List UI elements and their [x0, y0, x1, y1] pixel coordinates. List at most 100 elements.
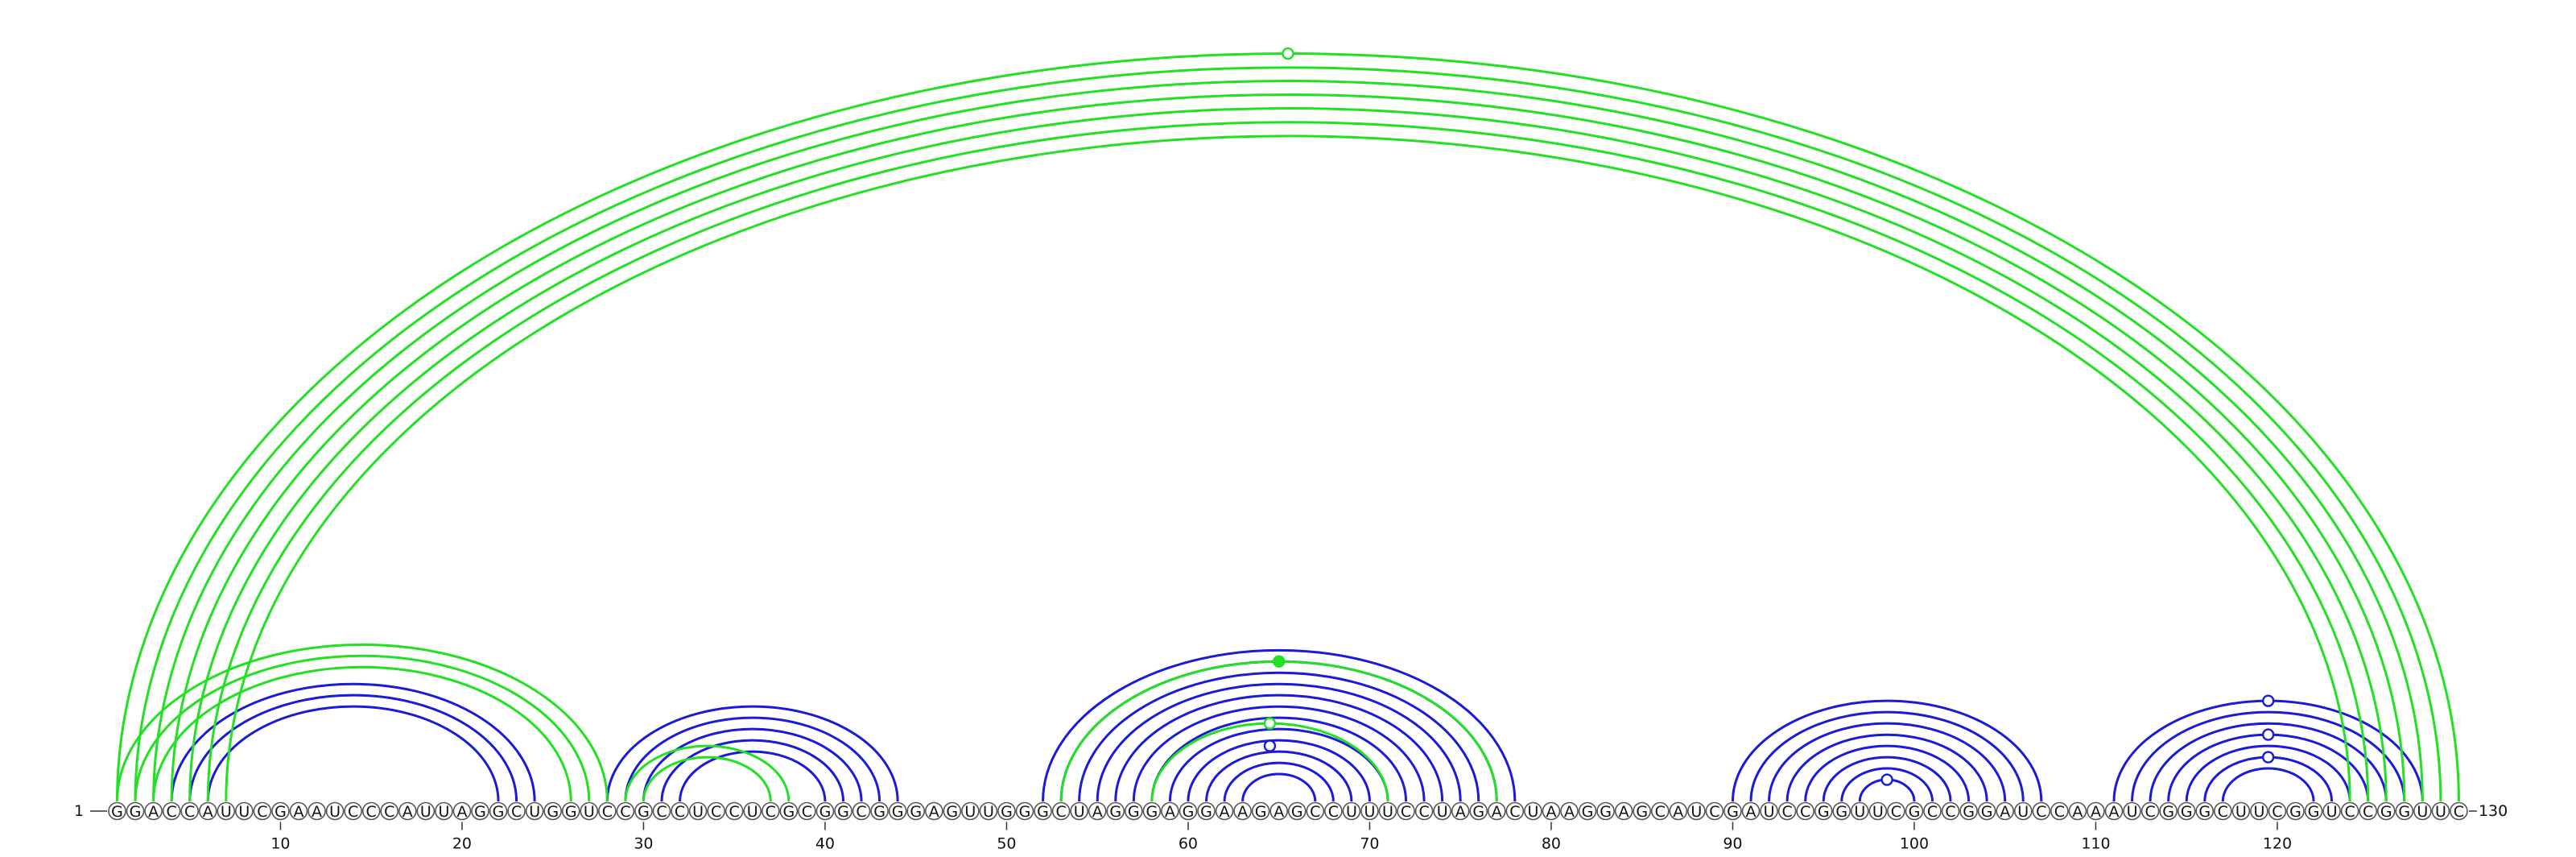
- nucleotide-circle: [2395, 801, 2414, 821]
- nucleotide-circle: [2376, 801, 2396, 821]
- nucleotide: C: [2032, 801, 2051, 821]
- blue-pair-arc: [2131, 710, 2406, 802]
- nucleotide: C: [1051, 801, 1071, 821]
- nucleotide-letter: C: [2036, 803, 2046, 821]
- nucleotide-circle: [416, 801, 436, 821]
- nucleotide: G: [561, 801, 580, 821]
- nucleotide-circle: [2250, 801, 2268, 821]
- nucleotide-circle: [743, 801, 762, 821]
- nucleotide-circle: [652, 801, 671, 821]
- nucleotide: A: [1560, 801, 1579, 821]
- tick-label: 70: [1360, 835, 1379, 853]
- nucleotide: U: [2431, 801, 2450, 821]
- nucleotide: G: [1106, 801, 1125, 821]
- nucleotide-circle: [525, 801, 544, 821]
- nucleotide-letter: G: [1255, 803, 1267, 821]
- nucleotide-letter: U: [1364, 803, 1375, 821]
- nucleotide-letter: C: [2345, 803, 2355, 821]
- nucleotide-letter: A: [1746, 803, 1757, 821]
- nucleotide: U: [2250, 801, 2268, 821]
- nucleotide: U: [1070, 801, 1088, 821]
- nucleotide-letter: U: [2017, 803, 2029, 821]
- nucleotide-letter: A: [1546, 803, 1556, 821]
- nucleotide-letter: A: [1220, 803, 1230, 821]
- nucleotide-circle: [344, 801, 362, 821]
- nucleotide: A: [1233, 801, 1252, 821]
- nucleotide-letter: U: [692, 803, 704, 821]
- nucleotide-letter: C: [1509, 803, 1520, 821]
- blue-pair-arc: [188, 693, 518, 802]
- nucleotide: G: [997, 801, 1016, 821]
- nucleotide: G: [1832, 801, 1852, 821]
- blue-pair-arc: [1241, 772, 1317, 802]
- nucleotide: G: [2395, 801, 2414, 821]
- nucleotide: C: [2268, 801, 2287, 821]
- nucleotide-letter: C: [1781, 803, 1792, 821]
- tick-label: 100: [1900, 835, 1929, 853]
- blue-pair-arc: [170, 682, 536, 802]
- nucleotide: G: [870, 801, 889, 821]
- nucleotide-letter: A: [1165, 803, 1175, 821]
- nucleotide-circle: [1088, 801, 1107, 821]
- nucleotide: A: [398, 801, 417, 821]
- blue-pair-marker: [1880, 773, 1893, 786]
- blue-pair-arc: [679, 750, 827, 802]
- nucleotide: C: [162, 801, 181, 821]
- nucleotide: U: [2123, 801, 2141, 821]
- tick-label: 120: [2263, 835, 2292, 853]
- nucleotide-circle: [2087, 801, 2105, 821]
- nucleotide: C: [598, 801, 617, 821]
- nucleotide-letter: G: [2398, 803, 2410, 821]
- nucleotide: G: [471, 801, 489, 821]
- nucleotide-circle: [1070, 801, 1088, 821]
- blue-pair-arc: [605, 705, 899, 802]
- nucleotide-circle: [126, 801, 145, 821]
- nucleotide-letter: C: [602, 803, 613, 821]
- blue-pair-arc: [2185, 744, 2351, 802]
- nucleotide-letter: A: [1492, 803, 1502, 821]
- nucleotide-circle: [1287, 801, 1307, 821]
- nucleotide: C: [798, 801, 816, 821]
- nucleotide-circle: [1469, 801, 1488, 821]
- nucleotide: C: [1324, 801, 1343, 821]
- nucleotide: G: [1724, 801, 1742, 821]
- nucleotide: C: [253, 801, 272, 821]
- nucleotide-circle: [1705, 801, 1724, 821]
- nucleotide-circle: [580, 801, 599, 821]
- nucleotide-letter: C: [167, 803, 177, 821]
- nucleotide: U: [1524, 801, 1542, 821]
- nucleotide-circle: [1269, 801, 1288, 821]
- nucleotide-letter: G: [1981, 803, 1993, 821]
- nucleotide-letter: A: [294, 803, 304, 821]
- nucleotide: U: [1433, 801, 1451, 821]
- nucleotide-circle: [798, 801, 816, 821]
- nucleotide: G: [1814, 801, 1833, 821]
- nucleotide-letter: C: [1328, 803, 1339, 821]
- nucleotide-circle: [634, 801, 653, 821]
- nucleotide: C: [616, 801, 635, 821]
- nucleotide-circle: [1161, 801, 1179, 821]
- nucleotide-circle: [2050, 801, 2069, 821]
- green-pair-arc: [152, 665, 572, 802]
- green-pair-arc: [206, 121, 2370, 802]
- nucleotide-circle: [1941, 801, 1960, 821]
- nucleotide: C: [344, 801, 362, 821]
- nucleotide-circle: [2195, 801, 2215, 821]
- nucleotide: C: [652, 801, 671, 821]
- nucleotide-circle: [1796, 801, 1814, 821]
- nucleotide: U: [235, 801, 254, 821]
- nucleotide-circle: [1687, 801, 1706, 821]
- nucleotide-circle: [1741, 801, 1761, 821]
- nucleotide-letter: G: [782, 803, 795, 821]
- nucleotide-letter: A: [929, 803, 939, 821]
- nucleotide-circle: [217, 801, 236, 821]
- blue-pair-arc: [1749, 710, 2025, 802]
- nucleotide: C: [2340, 801, 2359, 821]
- tick-label: 20: [452, 835, 472, 853]
- blue-pair-marker: [2261, 728, 2275, 741]
- blue-pair-marker: [2261, 694, 2275, 707]
- nucleotide-letter: C: [1655, 803, 1666, 821]
- nucleotide-letter: U: [221, 803, 232, 821]
- blue-pair-arc: [206, 705, 500, 802]
- nucleotide: A: [1488, 801, 1506, 821]
